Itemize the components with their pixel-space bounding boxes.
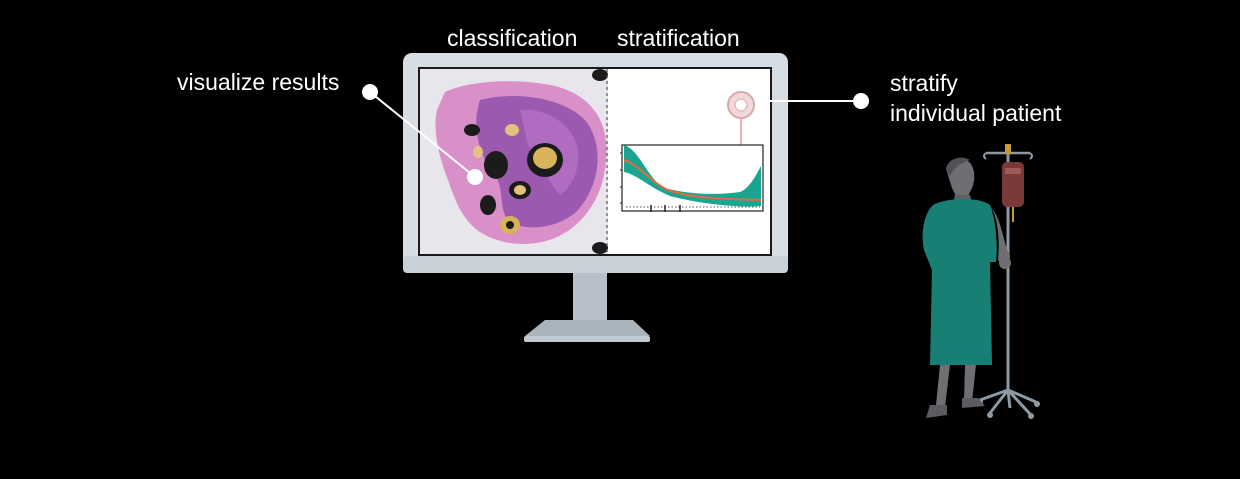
patient-hair: [946, 157, 970, 176]
iv-clip: [1005, 144, 1011, 154]
visualize-connector: [369, 91, 476, 178]
monitor-base-edge: [524, 336, 650, 342]
patient-leg-left: [936, 365, 950, 407]
tissue-core-icon: [727, 91, 755, 119]
iv-wheel: [1034, 401, 1040, 407]
slide-edge: [592, 242, 608, 254]
patient-arm: [990, 207, 1011, 266]
tumor-region: [464, 124, 480, 136]
monitor-base: [525, 320, 650, 336]
patient-gown: [922, 198, 997, 365]
tumor-region: [473, 146, 483, 158]
monitor-neck: [573, 273, 607, 321]
slide-edge: [592, 69, 608, 81]
visualize-results-label: visualize results: [177, 69, 340, 95]
stratification-label: stratification: [617, 25, 740, 51]
stratify-label-line2: individual patient: [890, 100, 1062, 126]
iv-hook: [983, 152, 987, 160]
survival-curve-icon: [620, 144, 764, 212]
visualize-dot: [362, 84, 378, 100]
tissue-core-inner: [734, 98, 748, 112]
patient-hand: [999, 257, 1011, 269]
stratify-dot: [853, 93, 869, 109]
patient-foot-right: [962, 398, 985, 408]
iv-base-legs: [979, 388, 1037, 416]
tumor-region: [533, 147, 557, 169]
tumor-region: [505, 124, 519, 136]
tumor-region: [506, 221, 514, 229]
iv-wheel: [1028, 413, 1034, 419]
iv-stand-icon: [977, 144, 1040, 419]
tumor-region: [484, 151, 508, 179]
tumor-region: [514, 185, 526, 195]
tumor-region: [480, 195, 496, 215]
stratification-panel: [608, 69, 770, 254]
classification-label: classification: [447, 25, 578, 51]
iv-bag-label: [1005, 168, 1021, 174]
stratify-label-line1: stratify: [890, 70, 958, 96]
patient-leg-right: [964, 365, 976, 402]
tissue-slide-icon: [420, 69, 608, 254]
patient-icon: [922, 157, 1011, 418]
curve-line: [623, 159, 762, 201]
patient-foot-left: [926, 405, 947, 418]
iv-wheel: [987, 412, 993, 418]
monitor-chin: [403, 256, 788, 273]
iv-hook: [1029, 152, 1033, 160]
visualize-target-dot: [467, 169, 483, 185]
